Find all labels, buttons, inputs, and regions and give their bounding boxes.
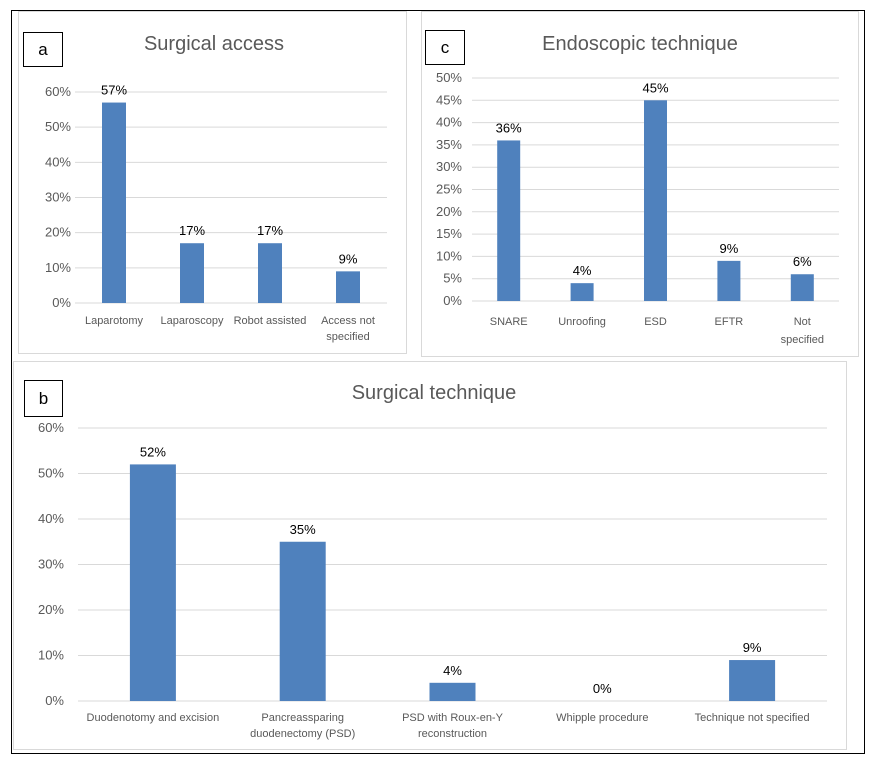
x-category-label-line: specified bbox=[326, 331, 369, 343]
y-tick-label: 40% bbox=[436, 115, 462, 130]
chart-endoscopic-technique: Endoscopic technique 0% 5% 10% 15% 20% 25% 30% 3… bbox=[436, 33, 839, 346]
y-tick-label: 40% bbox=[45, 154, 71, 169]
bar bbox=[279, 541, 326, 701]
bar bbox=[570, 283, 594, 301]
y-tick-label: 30% bbox=[436, 159, 462, 174]
x-category-label-line: Not bbox=[794, 316, 811, 328]
bar bbox=[258, 243, 282, 303]
panel-label-c: c bbox=[425, 30, 465, 65]
y-tick-label: 10% bbox=[38, 648, 64, 663]
y-tick-label: 30% bbox=[45, 190, 71, 205]
x-category-label-line: PSD with Roux-en-Y bbox=[402, 712, 504, 724]
y-tick-label: 20% bbox=[436, 204, 462, 219]
x-category-label-line: Robot assisted bbox=[234, 315, 307, 327]
y-tick-label: 10% bbox=[45, 260, 71, 275]
x-category-label-line: Laparotomy bbox=[85, 315, 144, 327]
y-tick-label: 40% bbox=[38, 511, 64, 526]
y-tick-label: 50% bbox=[38, 466, 64, 481]
data-label: 4% bbox=[443, 663, 462, 678]
bar bbox=[429, 682, 476, 701]
chart-title: Endoscopic technique bbox=[542, 33, 738, 55]
bar bbox=[102, 102, 126, 303]
y-tick-label: 50% bbox=[436, 70, 462, 85]
x-category-label-line: Unroofing bbox=[558, 316, 606, 328]
bar bbox=[717, 260, 741, 301]
x-category-label: Unroofing bbox=[558, 316, 606, 328]
chart-panel-surgical-access: Surgical access 0% 10% 20% 30% 40% 50% 60% 57% La… bbox=[18, 11, 407, 354]
y-tick-label: 45% bbox=[436, 92, 462, 107]
data-label: 17% bbox=[179, 223, 205, 238]
bar bbox=[644, 100, 667, 301]
y-tick-label: 60% bbox=[38, 420, 64, 435]
chart-panel-surgical-technique: Surgical technique 0% 10% 20% 30% 40% 50% 60% 52… bbox=[13, 361, 847, 750]
data-label: 4% bbox=[573, 263, 592, 278]
y-tick-label: 5% bbox=[443, 271, 462, 286]
y-tick-label: 20% bbox=[38, 602, 64, 617]
data-label: 6% bbox=[793, 254, 812, 269]
chart-title: Surgical access bbox=[144, 33, 284, 55]
data-label: 57% bbox=[101, 83, 127, 98]
y-tick-label: 10% bbox=[436, 248, 462, 263]
x-category-label-line: reconstruction bbox=[418, 728, 487, 740]
x-category-label-line: Whipple procedure bbox=[556, 712, 648, 724]
chart-panel-endoscopic-technique: Endoscopic technique 0% 5% 10% 15% 20% 25% 30% 3… bbox=[421, 11, 859, 357]
x-category-label: PSD with Roux-en-Y reconstruction bbox=[402, 712, 504, 740]
data-label: 45% bbox=[642, 80, 668, 95]
x-category-label-line: Technique not specified bbox=[695, 712, 810, 724]
y-tick-label: 0% bbox=[443, 293, 462, 308]
x-category-label-line: Duodenotomy and excision bbox=[87, 712, 220, 724]
y-tick-label: 25% bbox=[436, 182, 462, 197]
x-category-label: Not specified bbox=[781, 316, 824, 346]
data-label: 9% bbox=[743, 640, 762, 655]
bar bbox=[336, 271, 360, 303]
x-category-label: SNARE bbox=[490, 316, 528, 328]
x-category-label-line: Laparoscopy bbox=[161, 315, 224, 327]
x-category-label-line: Pancreassparing bbox=[261, 712, 344, 724]
data-label: 9% bbox=[339, 251, 358, 266]
bar bbox=[790, 274, 814, 301]
y-tick-label: 0% bbox=[45, 693, 64, 708]
panel-label-a: a bbox=[23, 32, 63, 67]
y-tick-label: 20% bbox=[45, 225, 71, 240]
y-tick-label: 15% bbox=[436, 226, 462, 241]
x-category-label: Technique not specified bbox=[695, 712, 810, 724]
bar bbox=[180, 243, 204, 303]
panel-label-b: b bbox=[24, 380, 63, 417]
x-category-label-line: SNARE bbox=[490, 316, 528, 328]
y-tick-label: 60% bbox=[45, 84, 71, 99]
data-label: 36% bbox=[496, 120, 522, 135]
bar bbox=[729, 660, 776, 701]
x-category-label-line: EFTR bbox=[715, 316, 744, 328]
x-category-label: Pancreassparing duodenectomy (PSD) bbox=[250, 712, 355, 740]
x-category-label: Whipple procedure bbox=[556, 712, 648, 724]
x-category-label-line: specified bbox=[781, 334, 824, 346]
x-category-label: EFTR bbox=[715, 316, 744, 328]
data-label: 52% bbox=[140, 444, 166, 459]
data-label: 35% bbox=[290, 522, 316, 537]
x-category-label: Access not specified bbox=[321, 315, 375, 343]
y-tick-label: 50% bbox=[45, 119, 71, 134]
chart-surgical-technique: Surgical technique 0% 10% 20% 30% 40% 50% 60% 52… bbox=[38, 382, 827, 740]
x-category-label-line: Access not bbox=[321, 315, 375, 327]
data-label: 17% bbox=[257, 223, 283, 238]
x-category-label: Robot assisted bbox=[234, 315, 307, 327]
y-tick-label: 0% bbox=[52, 295, 71, 310]
x-category-label: Laparoscopy bbox=[161, 315, 224, 327]
x-category-label: Duodenotomy and excision bbox=[87, 712, 220, 724]
y-tick-label: 30% bbox=[38, 557, 64, 572]
x-category-label-line: duodenectomy (PSD) bbox=[250, 728, 355, 740]
chart-surgical-access: Surgical access 0% 10% 20% 30% 40% 50% 60% 57% La… bbox=[45, 33, 387, 343]
bar bbox=[497, 140, 521, 301]
data-label: 0% bbox=[593, 681, 612, 696]
chart-title: Surgical technique bbox=[352, 382, 517, 404]
y-tick-label: 35% bbox=[436, 137, 462, 152]
x-category-label-line: ESD bbox=[644, 316, 667, 328]
figure-frame bbox=[11, 10, 865, 754]
data-label: 9% bbox=[720, 241, 739, 256]
x-category-label: Laparotomy bbox=[85, 315, 144, 327]
x-category-label: ESD bbox=[644, 316, 667, 328]
bar bbox=[129, 464, 176, 701]
